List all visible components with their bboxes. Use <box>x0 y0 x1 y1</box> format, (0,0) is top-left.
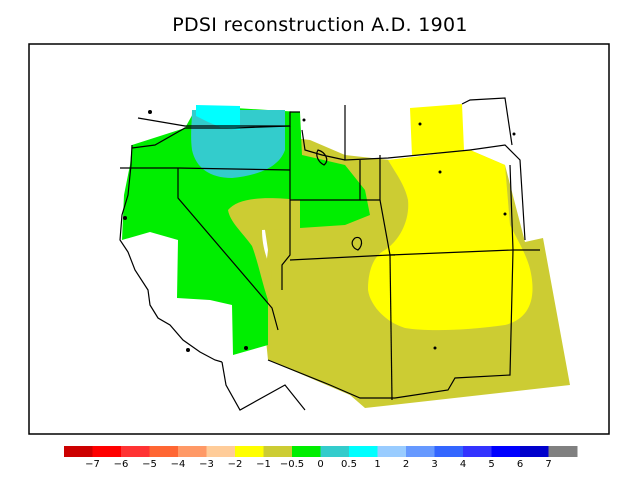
border-wa-or <box>131 125 291 149</box>
small-lakes <box>123 110 516 352</box>
lake-dot <box>433 346 437 350</box>
pdsi-region-yellow-north <box>410 104 464 156</box>
legend-swatch <box>235 446 264 457</box>
border-id-west <box>281 126 291 290</box>
legend-swatch <box>64 446 93 457</box>
border-mt-wy <box>344 105 471 161</box>
legend-swatch <box>377 446 407 457</box>
pdsi-region-olive-nevada <box>228 198 300 300</box>
lake-dot <box>186 348 190 352</box>
legend-tick-label: −1 <box>256 459 271 470</box>
legend-swatch <box>520 446 549 457</box>
pdsi-region-yellow <box>368 150 533 331</box>
border-az-nm <box>389 254 393 401</box>
legend-tick-label: −5 <box>142 459 157 470</box>
legend-swatch <box>149 446 179 457</box>
legend-swatch <box>434 446 464 457</box>
legend-swatch <box>263 446 293 457</box>
lake-dot <box>244 346 248 350</box>
legend-tick-label: 0 <box>317 459 324 470</box>
legend-colorbar <box>64 446 578 457</box>
lake-dot <box>123 216 127 220</box>
border-co-nm <box>389 249 514 256</box>
borders <box>119 97 540 411</box>
legend-tick-label: 1 <box>374 459 381 470</box>
border-co-ks <box>509 164 540 251</box>
legend-swatch <box>292 446 321 457</box>
legend-tick-label: 2 <box>402 459 410 470</box>
legend-tick-label: −6 <box>113 459 129 470</box>
legend-tick-label: 6 <box>516 459 524 470</box>
lake-idaho <box>316 149 328 166</box>
legend-swatch <box>121 446 150 457</box>
legend-tick-label: −4 <box>170 459 186 470</box>
legend-swatch <box>548 446 578 457</box>
legend-swatch <box>206 446 236 457</box>
map-title: PDSI reconstruction A.D. 1901 <box>172 14 468 36</box>
border-az-mx <box>267 359 395 399</box>
border-id-mt <box>301 129 346 161</box>
legend-tick-label: 5 <box>488 459 495 470</box>
legend-tick-label: −7 <box>85 459 100 470</box>
lake-dot <box>438 170 442 174</box>
border-nm-tx <box>394 249 514 399</box>
legend-swatch <box>491 446 521 457</box>
lake-dot <box>148 110 152 114</box>
pacific-coastline <box>119 144 223 363</box>
lake-dot <box>302 118 306 122</box>
lake-dot <box>418 122 422 126</box>
border-ut-az <box>289 254 391 261</box>
legend-tick-label: 0.5 <box>341 459 357 470</box>
legend-tick-label: −3 <box>199 459 214 470</box>
legend-tick-label: 3 <box>431 459 438 470</box>
legend-swatch <box>349 446 378 457</box>
lake-dot <box>503 212 507 216</box>
legend-tick-label: 4 <box>459 459 467 470</box>
border-ca-nv <box>177 168 279 331</box>
border-wy-ne <box>469 144 526 241</box>
pdsi-region-cyan <box>196 105 240 130</box>
legend-tick-label: −0.5 <box>279 459 305 470</box>
pdsi-fill-regions <box>122 104 570 408</box>
legend-tick-label: 7 <box>545 459 552 470</box>
baja-coastline <box>221 361 306 411</box>
lake-dot <box>512 132 516 136</box>
legend-swatch <box>406 446 435 457</box>
legend-swatch <box>320 446 350 457</box>
legend-tick-label: −2 <box>227 459 243 470</box>
legend-swatch <box>463 446 492 457</box>
legend-swatch <box>178 446 207 457</box>
legend-swatch <box>92 446 122 457</box>
great-salt-lake <box>351 236 363 251</box>
border-dakotas <box>461 97 513 146</box>
